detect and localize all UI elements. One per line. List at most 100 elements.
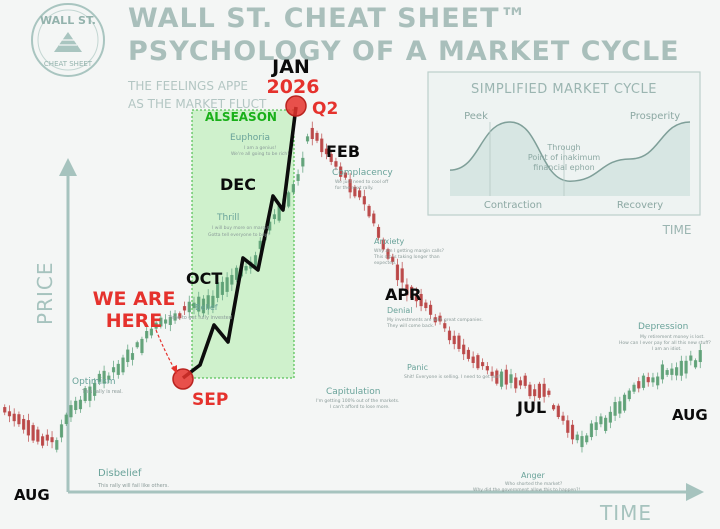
year-label: 2026 (267, 76, 320, 98)
candle (622, 394, 627, 411)
q2-label: Q2 (312, 99, 338, 119)
svg-text:How can I ever pay for all thi: How can I ever pay for all this new stuf… (619, 340, 711, 346)
emotion-complacency-note: We just need to cool off for the next ra… (335, 179, 389, 191)
candle (97, 373, 101, 382)
logo-bottom-text: CHEAT SHEET (44, 60, 93, 68)
candle (154, 322, 158, 329)
candle (395, 264, 400, 281)
svg-text:expected.: expected. (374, 260, 396, 266)
candle (40, 436, 45, 446)
candle (140, 338, 144, 354)
candle (589, 423, 594, 438)
candle (679, 360, 683, 376)
candle (102, 370, 106, 384)
candle (476, 355, 480, 369)
jan-top-dot (285, 95, 307, 117)
candle (372, 213, 376, 224)
emotion-anxiety: Anxiety (374, 237, 405, 246)
candle (116, 363, 120, 375)
emotion-anger: Anger (521, 471, 546, 480)
y-axis-label: PRICE (33, 262, 57, 325)
candle (182, 306, 187, 311)
candle (3, 407, 7, 413)
emotion-denial: Denial (387, 306, 413, 315)
candle (528, 384, 532, 397)
logo: WALL ST. CHEAT SHEET (31, 3, 105, 77)
candle (599, 416, 603, 425)
candle (670, 368, 674, 375)
we-are-here-dot (172, 368, 194, 390)
svg-text:We're all going to be rich!: We're all going to be rich! (231, 151, 289, 157)
candle (88, 386, 92, 401)
candle (149, 328, 154, 336)
candle (376, 226, 381, 238)
emotion-disbelief: Disbelief (98, 468, 142, 479)
candle (684, 360, 688, 374)
candle (499, 371, 504, 387)
candle (551, 405, 556, 410)
month-apr: APR (385, 285, 421, 304)
emotion-belief: Belief (195, 303, 218, 312)
inset-recovery-label: Recovery (617, 200, 663, 211)
candle (357, 190, 362, 198)
candle (613, 402, 617, 416)
alseason-label: ALSEASON (205, 110, 277, 124)
candle (348, 179, 352, 193)
candle (121, 357, 125, 373)
x-axis-label: TIME (599, 501, 652, 525)
candle (22, 418, 26, 430)
subtitle-line-1: THE FEELINGS APPE (127, 79, 248, 93)
candle (693, 360, 698, 368)
candle (504, 369, 508, 385)
inset-through-line-1: Through (546, 143, 580, 152)
candle (533, 389, 537, 397)
candle (244, 266, 248, 271)
title-line-1: WALL ST. CHEAT SHEET™ (128, 3, 528, 34)
inset-prosperity-label: Prosperity (630, 111, 680, 122)
candle (55, 440, 59, 450)
candle (187, 301, 191, 313)
month-jul: JUL (516, 398, 546, 417)
emotion-belief-note: Time to get fully invested (167, 315, 232, 321)
candle (45, 434, 49, 441)
candle (107, 375, 111, 380)
candle (466, 349, 471, 359)
highlight-rally-line (181, 106, 298, 380)
emotion-capitulation: Capitulation (326, 387, 381, 397)
candle (93, 382, 97, 396)
candle (381, 239, 385, 250)
candle (334, 161, 338, 167)
candle (452, 335, 456, 345)
candle (665, 370, 669, 375)
candle (675, 367, 679, 376)
candle (310, 127, 314, 140)
jan-label: JAN (270, 56, 310, 78)
emotion-panic-note: Shit! Everyone is selling. I need to get… (404, 374, 501, 380)
emotion-depression: Depression (638, 322, 688, 332)
candle (353, 187, 357, 197)
candle (216, 282, 220, 298)
candle (296, 174, 300, 181)
month-aug-left: AUG (14, 486, 50, 504)
candle (604, 417, 608, 431)
month-feb: FEB (326, 142, 360, 161)
candle (17, 414, 21, 425)
we-are-here-arrow (155, 329, 176, 371)
candle (646, 377, 650, 383)
candle (64, 414, 68, 425)
candle (315, 132, 319, 141)
candle (462, 344, 466, 355)
candle (339, 166, 343, 177)
inset-cycle-fill (450, 122, 690, 196)
candle (343, 172, 348, 178)
pyramid-icon (54, 32, 82, 52)
svg-text:I will buy more on margin.: I will buy more on margin. (212, 225, 271, 231)
candle (258, 240, 262, 249)
candle (490, 371, 494, 376)
candle (367, 205, 371, 217)
candle (234, 267, 239, 280)
emotion-capitulation-note: I'm getting 100% out of the markets. I c… (316, 398, 399, 410)
svg-text:We just need to cool off: We just need to cool off (335, 179, 389, 185)
candle (405, 284, 409, 296)
candle (518, 380, 523, 386)
